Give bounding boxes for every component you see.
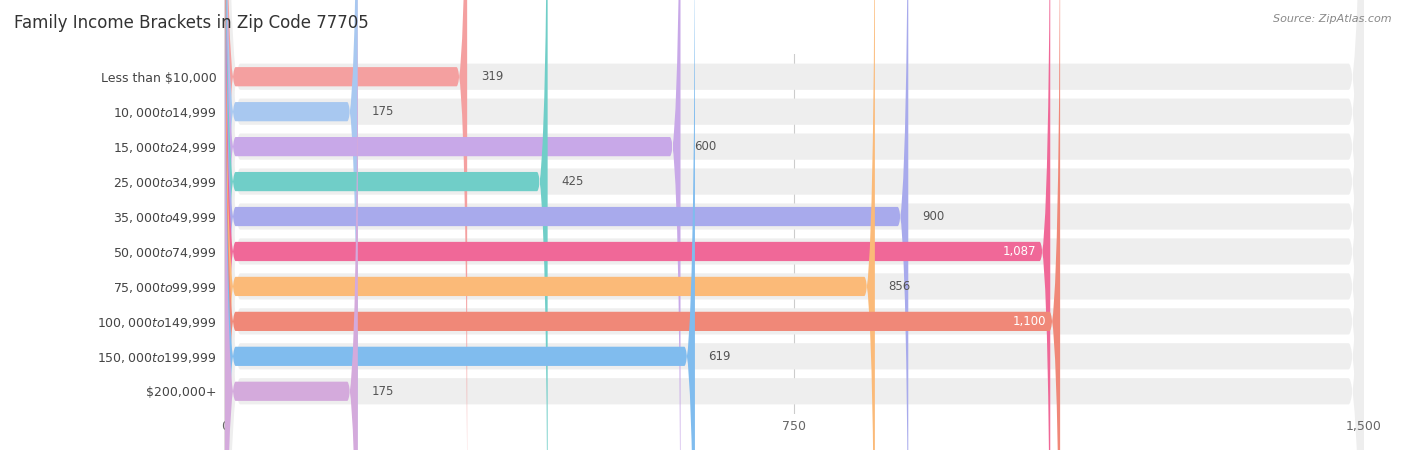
Text: 425: 425 xyxy=(561,175,583,188)
Text: 600: 600 xyxy=(695,140,717,153)
FancyBboxPatch shape xyxy=(225,0,547,450)
FancyBboxPatch shape xyxy=(225,0,1050,450)
FancyBboxPatch shape xyxy=(225,0,1364,450)
FancyBboxPatch shape xyxy=(225,0,467,450)
Text: 1,100: 1,100 xyxy=(1012,315,1046,328)
Text: 175: 175 xyxy=(371,385,394,398)
Text: 175: 175 xyxy=(371,105,394,118)
FancyBboxPatch shape xyxy=(225,0,1060,450)
FancyBboxPatch shape xyxy=(225,0,681,450)
FancyBboxPatch shape xyxy=(225,0,875,450)
FancyBboxPatch shape xyxy=(225,0,1364,450)
FancyBboxPatch shape xyxy=(225,0,695,450)
FancyBboxPatch shape xyxy=(225,0,1364,450)
FancyBboxPatch shape xyxy=(225,0,1364,450)
FancyBboxPatch shape xyxy=(225,0,1364,450)
Text: 900: 900 xyxy=(922,210,945,223)
Text: 856: 856 xyxy=(889,280,911,293)
FancyBboxPatch shape xyxy=(225,0,1364,450)
FancyBboxPatch shape xyxy=(225,0,1364,450)
FancyBboxPatch shape xyxy=(225,0,357,450)
Text: 1,087: 1,087 xyxy=(1002,245,1036,258)
Text: Source: ZipAtlas.com: Source: ZipAtlas.com xyxy=(1274,14,1392,23)
Text: Family Income Brackets in Zip Code 77705: Family Income Brackets in Zip Code 77705 xyxy=(14,14,368,32)
Text: 319: 319 xyxy=(481,70,503,83)
Text: 619: 619 xyxy=(709,350,731,363)
FancyBboxPatch shape xyxy=(225,0,1364,450)
FancyBboxPatch shape xyxy=(225,0,908,450)
FancyBboxPatch shape xyxy=(225,0,1364,450)
FancyBboxPatch shape xyxy=(225,0,1364,450)
FancyBboxPatch shape xyxy=(225,0,357,450)
